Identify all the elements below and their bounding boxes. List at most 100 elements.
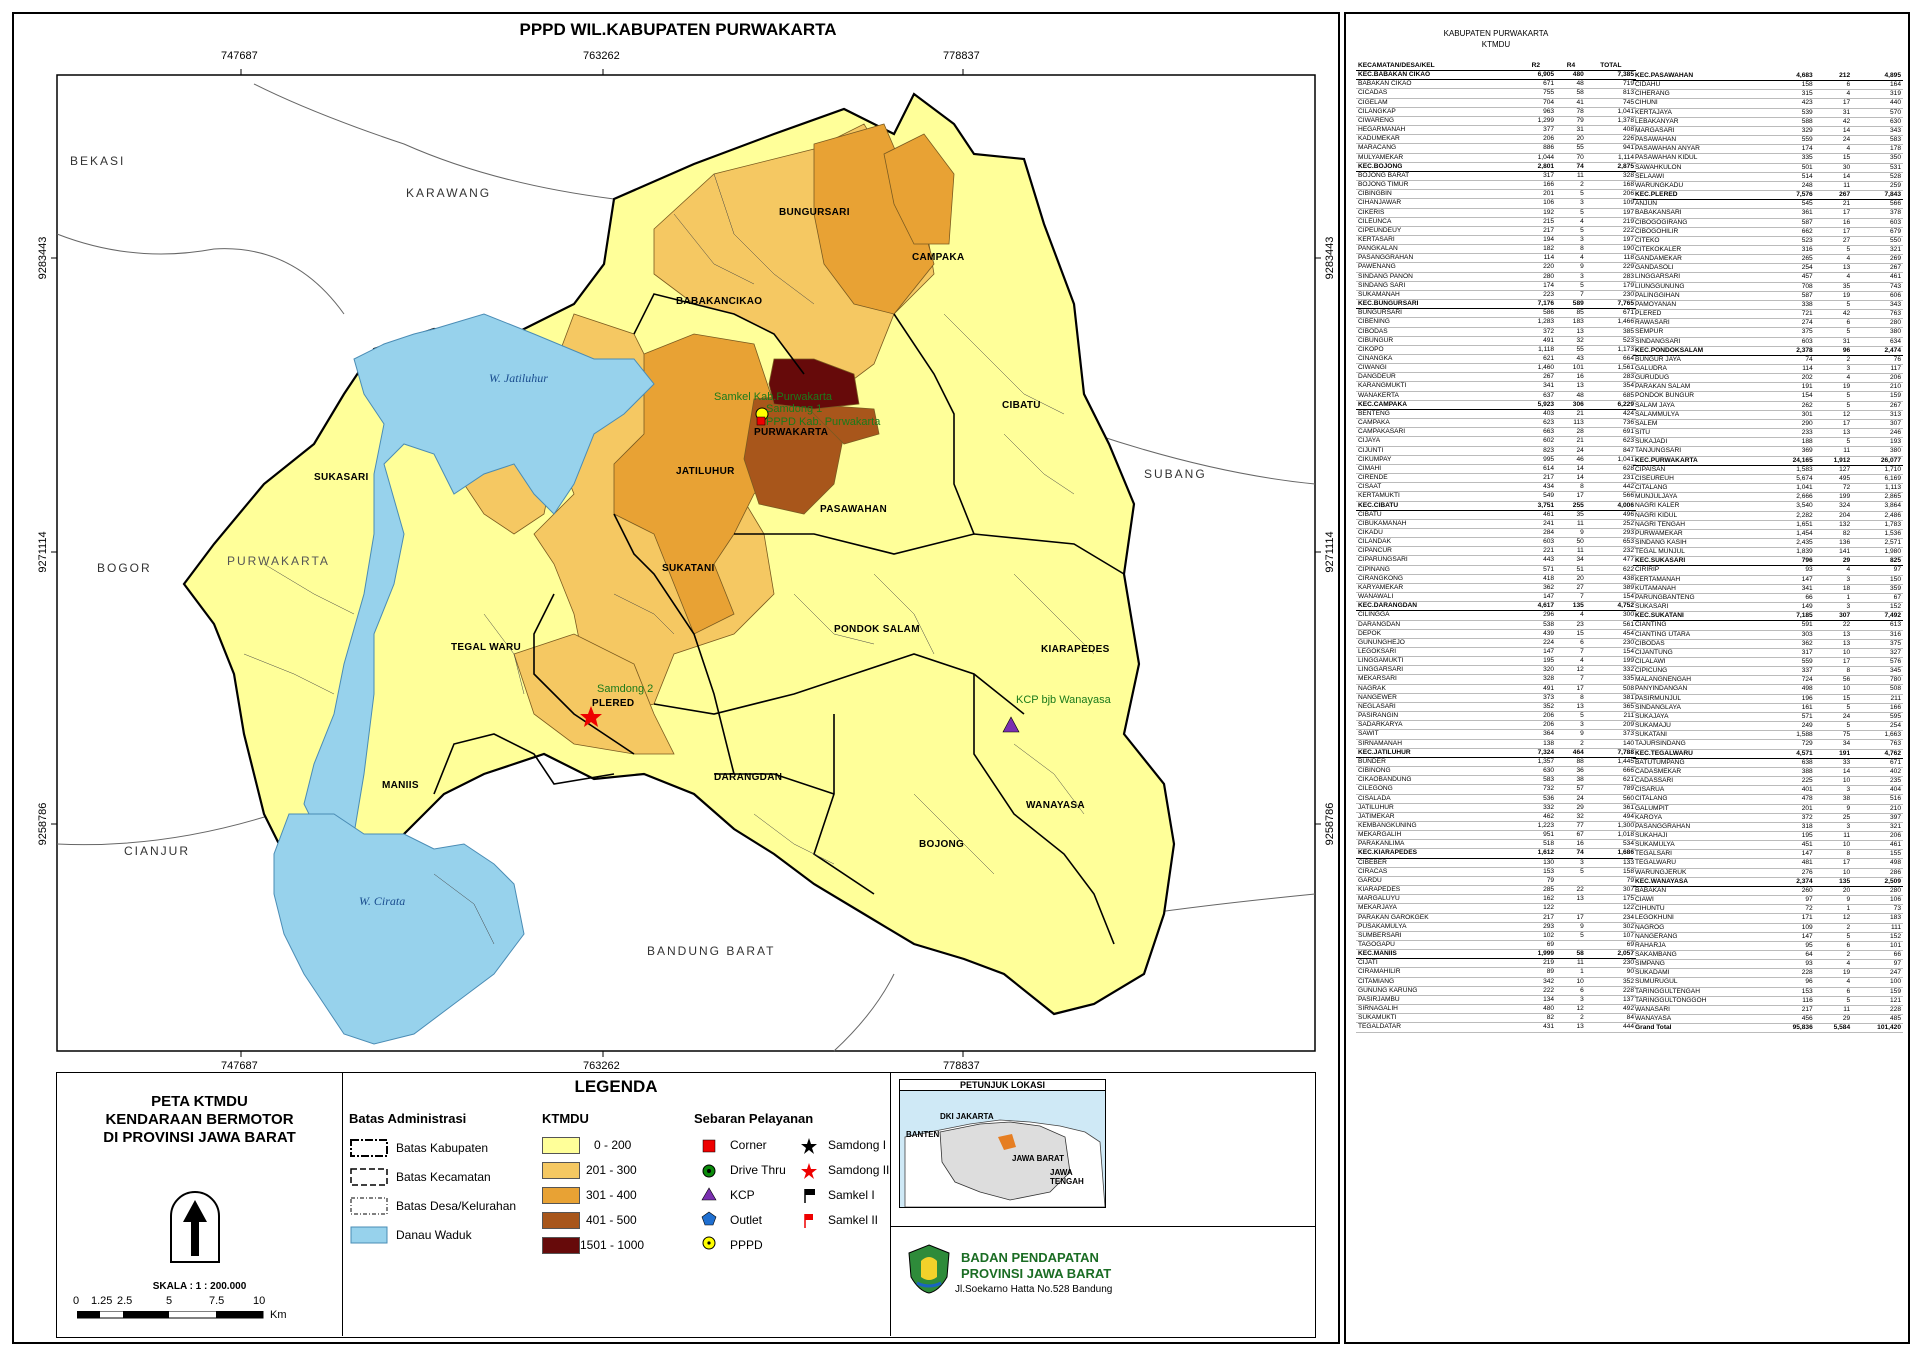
cell-name: CILANDAK: [1356, 537, 1516, 548]
cell-total: 84: [1585, 1013, 1636, 1024]
cell-r2: 201: [1515, 189, 1557, 200]
cell-r4: 2: [1556, 180, 1586, 191]
table-row: CIBUNGUR 491 32 523: [1356, 336, 1636, 346]
cell-name: CIKERIS: [1356, 208, 1516, 218]
cell-r4: 32: [1556, 336, 1586, 346]
coord-y-left-3: 9258786: [37, 802, 49, 846]
table-row: TARINGGULTONGGOH 116 5 121: [1633, 996, 1903, 1006]
cell-name: CIBEBER: [1356, 858, 1516, 868]
cell-total: 2,057: [1585, 949, 1636, 960]
table-title-2: KTMDU: [1481, 40, 1511, 49]
cell-name: KARYAMEKAR: [1356, 583, 1516, 594]
table-row: CIBUKAMANAH 241 11 252: [1356, 519, 1636, 529]
cell-name: CIRENDE: [1356, 473, 1516, 484]
cell-r4: 12: [1814, 913, 1853, 924]
cell-total: 219: [1585, 217, 1636, 227]
cell-total: 634: [1852, 337, 1903, 347]
cell-total: 1,686: [1585, 848, 1636, 859]
cell-r4: 9: [1814, 895, 1853, 906]
cell-r2: 603: [1515, 537, 1557, 548]
table-row: KERTAJAYA 539 31 570: [1633, 108, 1903, 118]
cell-total: 302: [1585, 922, 1636, 932]
cell-name: SALAMMULYA: [1633, 410, 1771, 420]
cell-r4: 56: [1814, 675, 1853, 686]
label-pppd: PPPD Kab. Purwakarta: [766, 416, 881, 428]
zone-201-300-d: [513, 633, 675, 755]
cell-name: KAROYA: [1633, 813, 1771, 823]
cell-total: 404: [1852, 785, 1903, 796]
cell-r4: 35: [1814, 282, 1853, 292]
cell-r4: 31: [1814, 337, 1853, 347]
cell-name: SUKAMUKTI: [1356, 1013, 1516, 1024]
table-row: LEGOKHUNI 171 12 183: [1633, 913, 1903, 924]
cell-r4: [1556, 876, 1586, 887]
table-row: CISEUREUH 5,674 495 6,169: [1633, 474, 1903, 485]
cell-r2: 538: [1515, 620, 1557, 630]
cell-name: JATILUHUR: [1356, 803, 1516, 813]
label-samkel: Samkel Kab.Purwakarta: [714, 391, 832, 403]
cell-name: TARINGGULTENGAH: [1633, 987, 1771, 997]
kcp-icon: [701, 1187, 717, 1201]
table-row: CADASMEKAR 388 14 402: [1633, 767, 1903, 778]
cell-r2: 457: [1770, 272, 1815, 283]
cell-r4: 29: [1814, 556, 1853, 567]
cell-r2: 431: [1515, 1022, 1557, 1033]
cell-r4: 1: [1556, 967, 1586, 978]
table-row: CICADAS 755 58 813: [1356, 88, 1636, 99]
label-cibatu: CIBATU: [1002, 400, 1041, 411]
cell-total: 528: [1852, 172, 1903, 182]
cell-r2: 1,999: [1515, 949, 1557, 960]
cell-total: 321: [1852, 822, 1903, 832]
cell-r2: 114: [1770, 364, 1815, 375]
cell-r4: 11: [1556, 519, 1586, 529]
table-row: PURWAMEKAR 1,454 82 1,536: [1633, 529, 1903, 539]
cell-name: NAGRI KALER: [1633, 501, 1771, 512]
table-row: CITEKOKALER 316 5 321: [1633, 245, 1903, 256]
cell-r4: 135: [1814, 877, 1853, 887]
table-row: KIARAPEDES 285 22 307: [1356, 885, 1636, 896]
map-subtitle: PETA KTMDU KENDARAAN BERMOTOR DI PROVINS…: [57, 1093, 342, 1147]
samkel-marker: [756, 416, 766, 426]
cell-name: TEGALWARU: [1633, 858, 1771, 869]
cell-r4: 11: [1814, 1005, 1853, 1016]
cell-name: LEGOKHUNI: [1633, 913, 1771, 924]
cell-r2: 93: [1770, 959, 1815, 970]
legend-title: LEGENDA: [574, 1077, 658, 1096]
cell-total: 106: [1852, 895, 1903, 906]
cell-name: TANJUNGSARI: [1633, 446, 1771, 457]
table-row: CIPEUNDEUY 217 5 222: [1356, 226, 1636, 236]
inset-title: PETUNJUK LOKASI: [900, 1080, 1105, 1091]
cell-r4: 5: [1556, 711, 1586, 722]
cell-r4: 2: [1814, 355, 1853, 366]
table-row: CIBINGBIN 201 5 206: [1356, 189, 1636, 200]
cell-r2: 95: [1770, 941, 1815, 952]
cell-name: KEC.SUKATANI: [1633, 611, 1771, 622]
cell-r2: 823: [1515, 446, 1557, 456]
cell-r4: 17: [1814, 858, 1853, 869]
inset-label-jateng: JAWA TENGAH: [1050, 1168, 1084, 1186]
cell-r4: 4: [1814, 977, 1853, 988]
cell-name: SUKASARI: [1633, 602, 1771, 613]
cell-name: CIHUNTU: [1633, 904, 1771, 915]
cell-name: PASIRANGIN: [1356, 711, 1516, 722]
cell-r4: 480: [1556, 70, 1586, 81]
cell-r2: 403: [1515, 409, 1557, 420]
cell-name: KEC.SUKASARI: [1633, 556, 1771, 567]
cell-r4: 183: [1556, 317, 1586, 328]
cell-r2: 221: [1515, 546, 1557, 557]
cell-name: NANGERANG: [1633, 932, 1771, 942]
cell-r4: 58: [1556, 88, 1586, 99]
cell-r4: 9: [1556, 262, 1586, 273]
cell-total: 613: [1852, 620, 1903, 631]
table-row: TEGAL MUNJUL 1,839 141 1,980: [1633, 547, 1903, 558]
table-row: NAGRI TENGAH 1,651 132 1,783: [1633, 520, 1903, 530]
table-row: CIJUNTI 823 24 847: [1356, 446, 1636, 456]
cell-total: 516: [1852, 794, 1903, 805]
table-row: SIMPANG 93 4 97: [1633, 959, 1903, 970]
cell-name: PASANGGRAHAN: [1633, 822, 1771, 832]
ktmdu-item-4: 1501 - 1000: [580, 1238, 645, 1252]
cell-total: 7,788: [1585, 748, 1636, 758]
map-panel: PPPD WIL.KABUPATEN PURWAKARTA: [12, 12, 1340, 1344]
cell-name: WARUNGJERUK: [1633, 868, 1771, 878]
cell-name: KEC.CAMPAKA: [1356, 400, 1516, 410]
